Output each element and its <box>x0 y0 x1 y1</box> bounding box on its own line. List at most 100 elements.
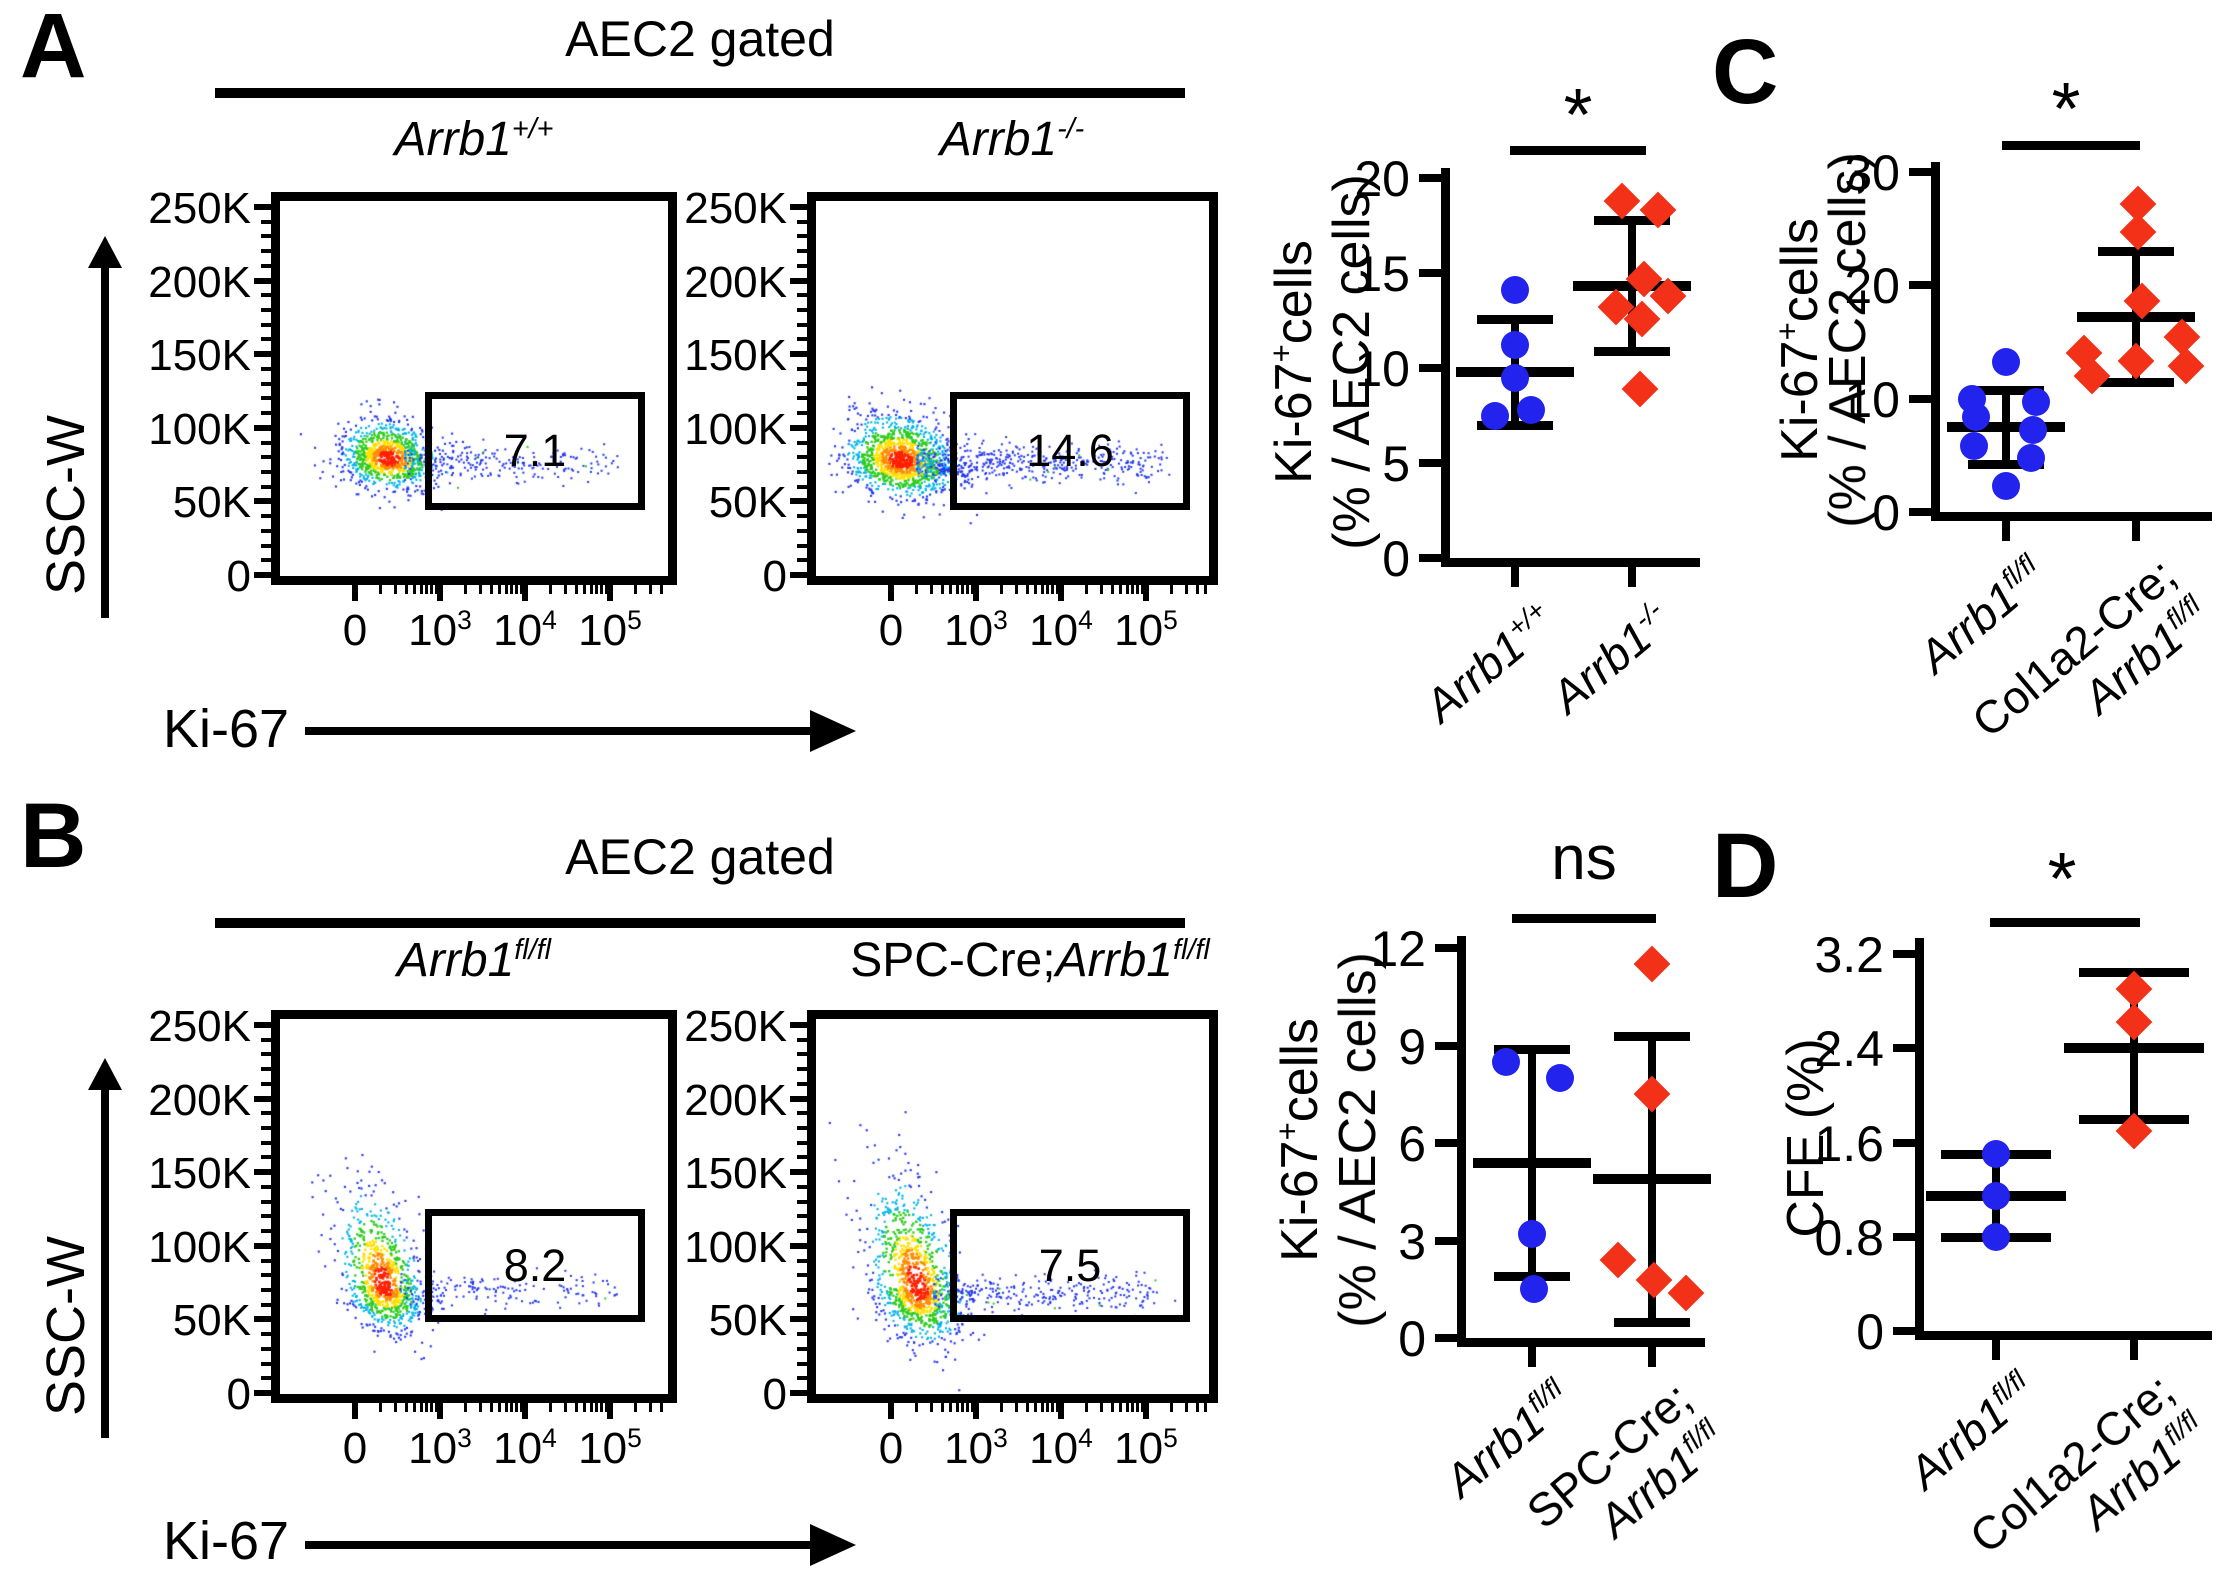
text-segment: 10 <box>1029 1424 1079 1473</box>
x-axis-minor-tick <box>1185 585 1189 594</box>
x-axis-tick-label: 105 <box>1076 1425 1216 1471</box>
scatter-y-tick-label: 3.2 <box>1814 927 1884 984</box>
text-segment: 10 <box>578 1424 628 1473</box>
flow-gate: 14.6 <box>950 392 1190 510</box>
y-axis-tick <box>261 528 271 533</box>
scatter-y-tick-label: 1.6 <box>1814 1115 1884 1172</box>
scatter-y-tick <box>1435 1041 1457 1050</box>
flow-plot-title: Arrb1fl/fl <box>174 933 774 988</box>
y-axis-tick-label: 150K <box>148 1149 251 1199</box>
x-axis-minor-tick <box>1100 1403 1104 1412</box>
x-axis-minor-tick <box>379 1403 383 1412</box>
scatter-y-tick <box>1435 1139 1457 1147</box>
scatter-y-tick-label: 2.4 <box>1814 1021 1884 1078</box>
x-axis-tick-label: 104 <box>455 1424 595 1473</box>
y-axis-tick <box>797 1361 807 1366</box>
y-axis-tick <box>261 1287 271 1292</box>
x-axis-minor-tick <box>1000 1403 1004 1412</box>
y-axis-tick <box>790 1390 807 1396</box>
y-axis-tick <box>261 440 271 445</box>
y-axis-tick <box>261 293 271 298</box>
y-axis-tick <box>797 219 807 224</box>
x-axis-minor-tick <box>582 1403 586 1412</box>
text-segment: Ki-67 <box>1265 362 1323 484</box>
data-point-circle <box>1492 1047 1520 1076</box>
text-segment: 4 <box>1078 1423 1093 1454</box>
y-axis-tick <box>797 1037 807 1042</box>
data-point-circle <box>2019 416 2047 445</box>
y-axis-tick <box>797 1287 807 1292</box>
text-segment: 10 <box>1029 606 1079 655</box>
y-axis-tick <box>797 484 807 489</box>
x-axis-minor-tick <box>464 585 468 594</box>
y-axis-tick <box>797 1302 807 1307</box>
x-axis-minor-tick <box>1170 585 1174 594</box>
y-axis-tick <box>790 1095 807 1102</box>
text-segment: 3 <box>993 1423 1008 1454</box>
x-axis-tick-label: 104 <box>991 606 1131 655</box>
text-segment: + <box>1270 1122 1306 1141</box>
data-point-circle <box>1546 1064 1574 1092</box>
text-segment: 0 <box>878 1424 904 1473</box>
x-axis-tick <box>607 585 613 601</box>
x-axis-minor-tick <box>600 585 604 594</box>
y-axis-tick <box>261 1184 271 1189</box>
y-axis-tick <box>797 234 807 239</box>
significance-label: * <box>1563 73 1593 156</box>
x-axis-minor-tick <box>574 1403 578 1412</box>
data-point-circle <box>1962 402 1990 431</box>
scatter-y-tick-label: 30 <box>1844 145 1900 201</box>
x-axis-tick <box>1143 1403 1149 1419</box>
text-segment: (% / AEC2 cells) <box>1323 174 1381 550</box>
scatter-y-axis-title: Ki-67+cells <box>1270 1018 1330 1262</box>
x-axis-minor-tick <box>519 585 523 594</box>
y-axis-tick <box>254 351 271 358</box>
y-axis-tick <box>797 558 807 563</box>
y-axis-tick <box>797 308 807 313</box>
y-axis-tick <box>254 277 271 284</box>
y-axis-tick <box>790 204 807 210</box>
x-axis-tick <box>437 1403 443 1419</box>
x-axis-minor-tick <box>404 1403 408 1412</box>
x-axis-minor-tick <box>1055 1403 1059 1412</box>
scatter-y-tick <box>1893 1232 1915 1241</box>
text-segment: 5 <box>627 1423 642 1454</box>
x-axis-minor-tick <box>425 585 429 594</box>
y-axis-tick <box>261 322 271 327</box>
scatter-x-tick <box>2130 1340 2138 1360</box>
significance-label: ns <box>1551 824 1617 893</box>
y-axis-tick <box>790 1242 807 1249</box>
x-axis-minor-tick <box>1170 1403 1174 1412</box>
x-axis-tick-label: 0 <box>285 1427 425 1471</box>
y-axis-tick <box>261 308 271 313</box>
x-axis-minor-tick <box>564 1403 568 1412</box>
y-axis-tick-label: 100K <box>684 404 787 454</box>
x-axis-minor-tick <box>600 1403 604 1412</box>
x-axis-minor-tick <box>1046 585 1050 594</box>
x-axis-minor-tick <box>961 1403 965 1412</box>
y-axis-tick-label: 0 <box>226 552 251 601</box>
x-axis-minor-tick <box>589 585 593 594</box>
y-axis-tick <box>254 1095 271 1102</box>
text-segment: 10 <box>493 1424 543 1473</box>
y-axis-tick <box>797 1376 807 1381</box>
y-axis-tick-label: 50K <box>172 1296 251 1346</box>
x-axis-minor-tick <box>948 1403 952 1412</box>
y-axis-tick <box>254 1316 271 1323</box>
x-axis-minor-tick <box>1125 1403 1129 1412</box>
scatter-y-tick-label: 12 <box>1370 921 1426 977</box>
y-axis-tick <box>261 484 271 489</box>
x-axis-tick <box>1143 585 1149 601</box>
text-segment: (% / AEC2 cells) <box>1329 952 1387 1328</box>
scatter-y-tick-label: 0 <box>1398 1311 1426 1367</box>
y-axis-tick <box>261 263 271 268</box>
y-axis-tick <box>254 1242 271 1249</box>
x-axis-minor-tick <box>915 1403 919 1412</box>
x-axis-minor-tick <box>412 585 416 594</box>
x-axis-minor-tick <box>1118 585 1122 594</box>
y-axis-tick <box>261 396 271 401</box>
flow-gate: 8.2 <box>425 1209 645 1322</box>
y-axis-tick <box>797 455 807 460</box>
text-segment: CFE (%) <box>1777 1038 1835 1238</box>
scatter-y-tick-label: 9 <box>1398 1018 1426 1075</box>
